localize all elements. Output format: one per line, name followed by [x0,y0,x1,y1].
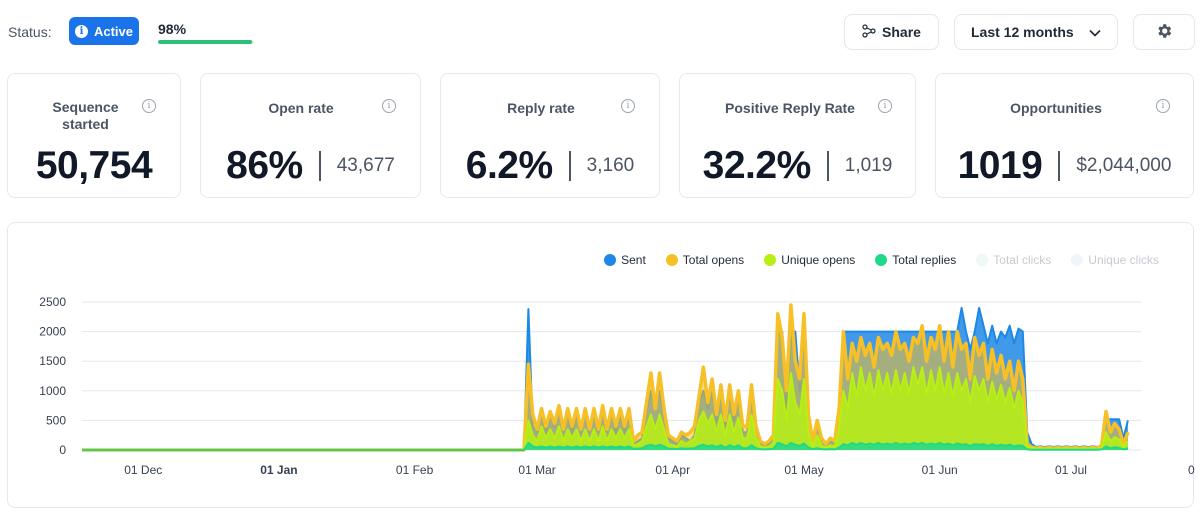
period-select[interactable]: Last 12 months [954,14,1118,50]
stat-title: Open rate [268,100,334,116]
legend-label: Total opens [682,253,745,267]
info-icon[interactable]: i [1156,99,1170,113]
stat-secondary: 3,160 [586,155,635,176]
y-tick-label: 0 [59,443,66,457]
divider [1058,151,1061,181]
x-tick-label: 01 Aug [1188,463,1195,477]
x-tick-label: 01 Dec [124,463,162,477]
legend-label: Unique opens [781,253,856,267]
legend-dot [604,254,617,266]
legend-label: Total clicks [993,253,1052,267]
stat-value: 50,754 [35,144,153,187]
x-tick-label: 01 Jul [1055,463,1087,477]
legend-item-sent[interactable]: Sent [604,253,646,267]
chart-legend: Sent Total opens Unique opens Total replies… [604,253,1159,267]
legend-item-total-clicks[interactable]: Total clicks [976,253,1051,267]
legend-label: Unique clicks [1088,253,1159,267]
stat-card-sequence-started: Sequence started i 50,754 [7,73,181,198]
progress-track [158,40,254,44]
legend-item-unique-clicks[interactable]: Unique clicks [1071,253,1159,267]
gear-icon [1155,22,1173,43]
stat-values: 6.2% 3,160 [441,144,659,188]
info-icon[interactable]: i [142,99,156,113]
x-tick-label: 01 May [784,463,823,477]
stat-value: 32.2% [702,144,812,187]
series-line-unique-opens [82,366,1129,451]
activity-chart: Sent Total opens Unique opens Total replies… [7,222,1195,508]
stat-secondary: 1,019 [844,155,893,176]
stat-secondary: $2,044,000 [1076,155,1172,176]
share-label: Share [882,24,921,40]
legend-dot [875,254,888,266]
share-icon [862,23,876,41]
divider [568,151,571,181]
stat-secondary: 43,677 [336,155,395,176]
legend-dot [1071,254,1084,266]
progress-fill [158,40,253,44]
y-tick-label: 1000 [39,384,66,398]
stat-value: 1019 [957,144,1043,187]
progress-text: 98% [158,21,187,37]
info-icon[interactable]: i [382,99,396,113]
legend-item-total-replies[interactable]: Total replies [875,253,956,267]
share-button[interactable]: Share [844,14,939,50]
chevron-down-icon [1089,24,1101,40]
stat-values: 50,754 [8,144,180,188]
status-badge-label: Active [93,23,134,39]
divider [318,151,321,181]
x-tick-label: 01 Jun [922,463,958,477]
stat-values: 32.2% 1,019 [680,144,915,188]
stat-values: 1019 $2,044,000 [936,144,1193,188]
stat-value: 6.2% [465,144,553,187]
stat-title: Positive Reply Rate [725,100,855,116]
legend-dot [976,254,989,266]
legend-dot [764,254,777,266]
y-tick-label: 1500 [39,354,66,368]
stat-card-positive-reply-rate: Positive Reply Rate i 32.2% 1,019 [679,73,916,198]
status-label: Status: [8,24,52,40]
stat-value: 86% [226,144,303,187]
chart-plot: 0 500 1000 1500 2000 2500 01 Dec 01 Jan 01 Feb 01… [39,295,1195,477]
period-label: Last 12 months [971,24,1074,40]
settings-button[interactable] [1133,14,1195,50]
x-tick-label: 01 Feb [396,463,434,477]
stat-title: Sequence started [52,99,119,132]
info-icon[interactable]: i [878,99,892,113]
y-tick-label: 2000 [39,325,66,339]
legend-label: Total replies [892,253,957,267]
x-tick-label: 01 Jan [260,463,297,477]
legend-label: Sent [621,253,646,267]
stat-card-opportunities: Opportunities i 1019 $2,044,000 [935,73,1194,198]
info-icon: i [74,24,88,38]
series-line-total-replies [82,441,1129,451]
stat-values: 86% 43,677 [201,144,420,188]
y-tick-label: 500 [46,413,66,427]
x-tick-label: 01 Apr [655,463,690,477]
x-tick-label: 01 Mar [518,463,555,477]
stat-card-open-rate: Open rate i 86% 43,677 [200,73,421,198]
status-badge[interactable]: i Active [69,17,139,45]
progress-indicator: 98% [158,21,254,44]
stat-card-reply-rate: Reply rate i 6.2% 3,160 [440,73,660,198]
legend-dot [665,254,678,266]
stat-title: Opportunities [1010,100,1102,116]
stat-title: Reply rate [507,100,575,116]
legend-item-unique-opens[interactable]: Unique opens [764,253,855,267]
divider [826,151,829,181]
info-icon[interactable]: i [621,99,635,113]
legend-item-total-opens[interactable]: Total opens [665,253,745,267]
y-tick-label: 2500 [39,295,66,309]
